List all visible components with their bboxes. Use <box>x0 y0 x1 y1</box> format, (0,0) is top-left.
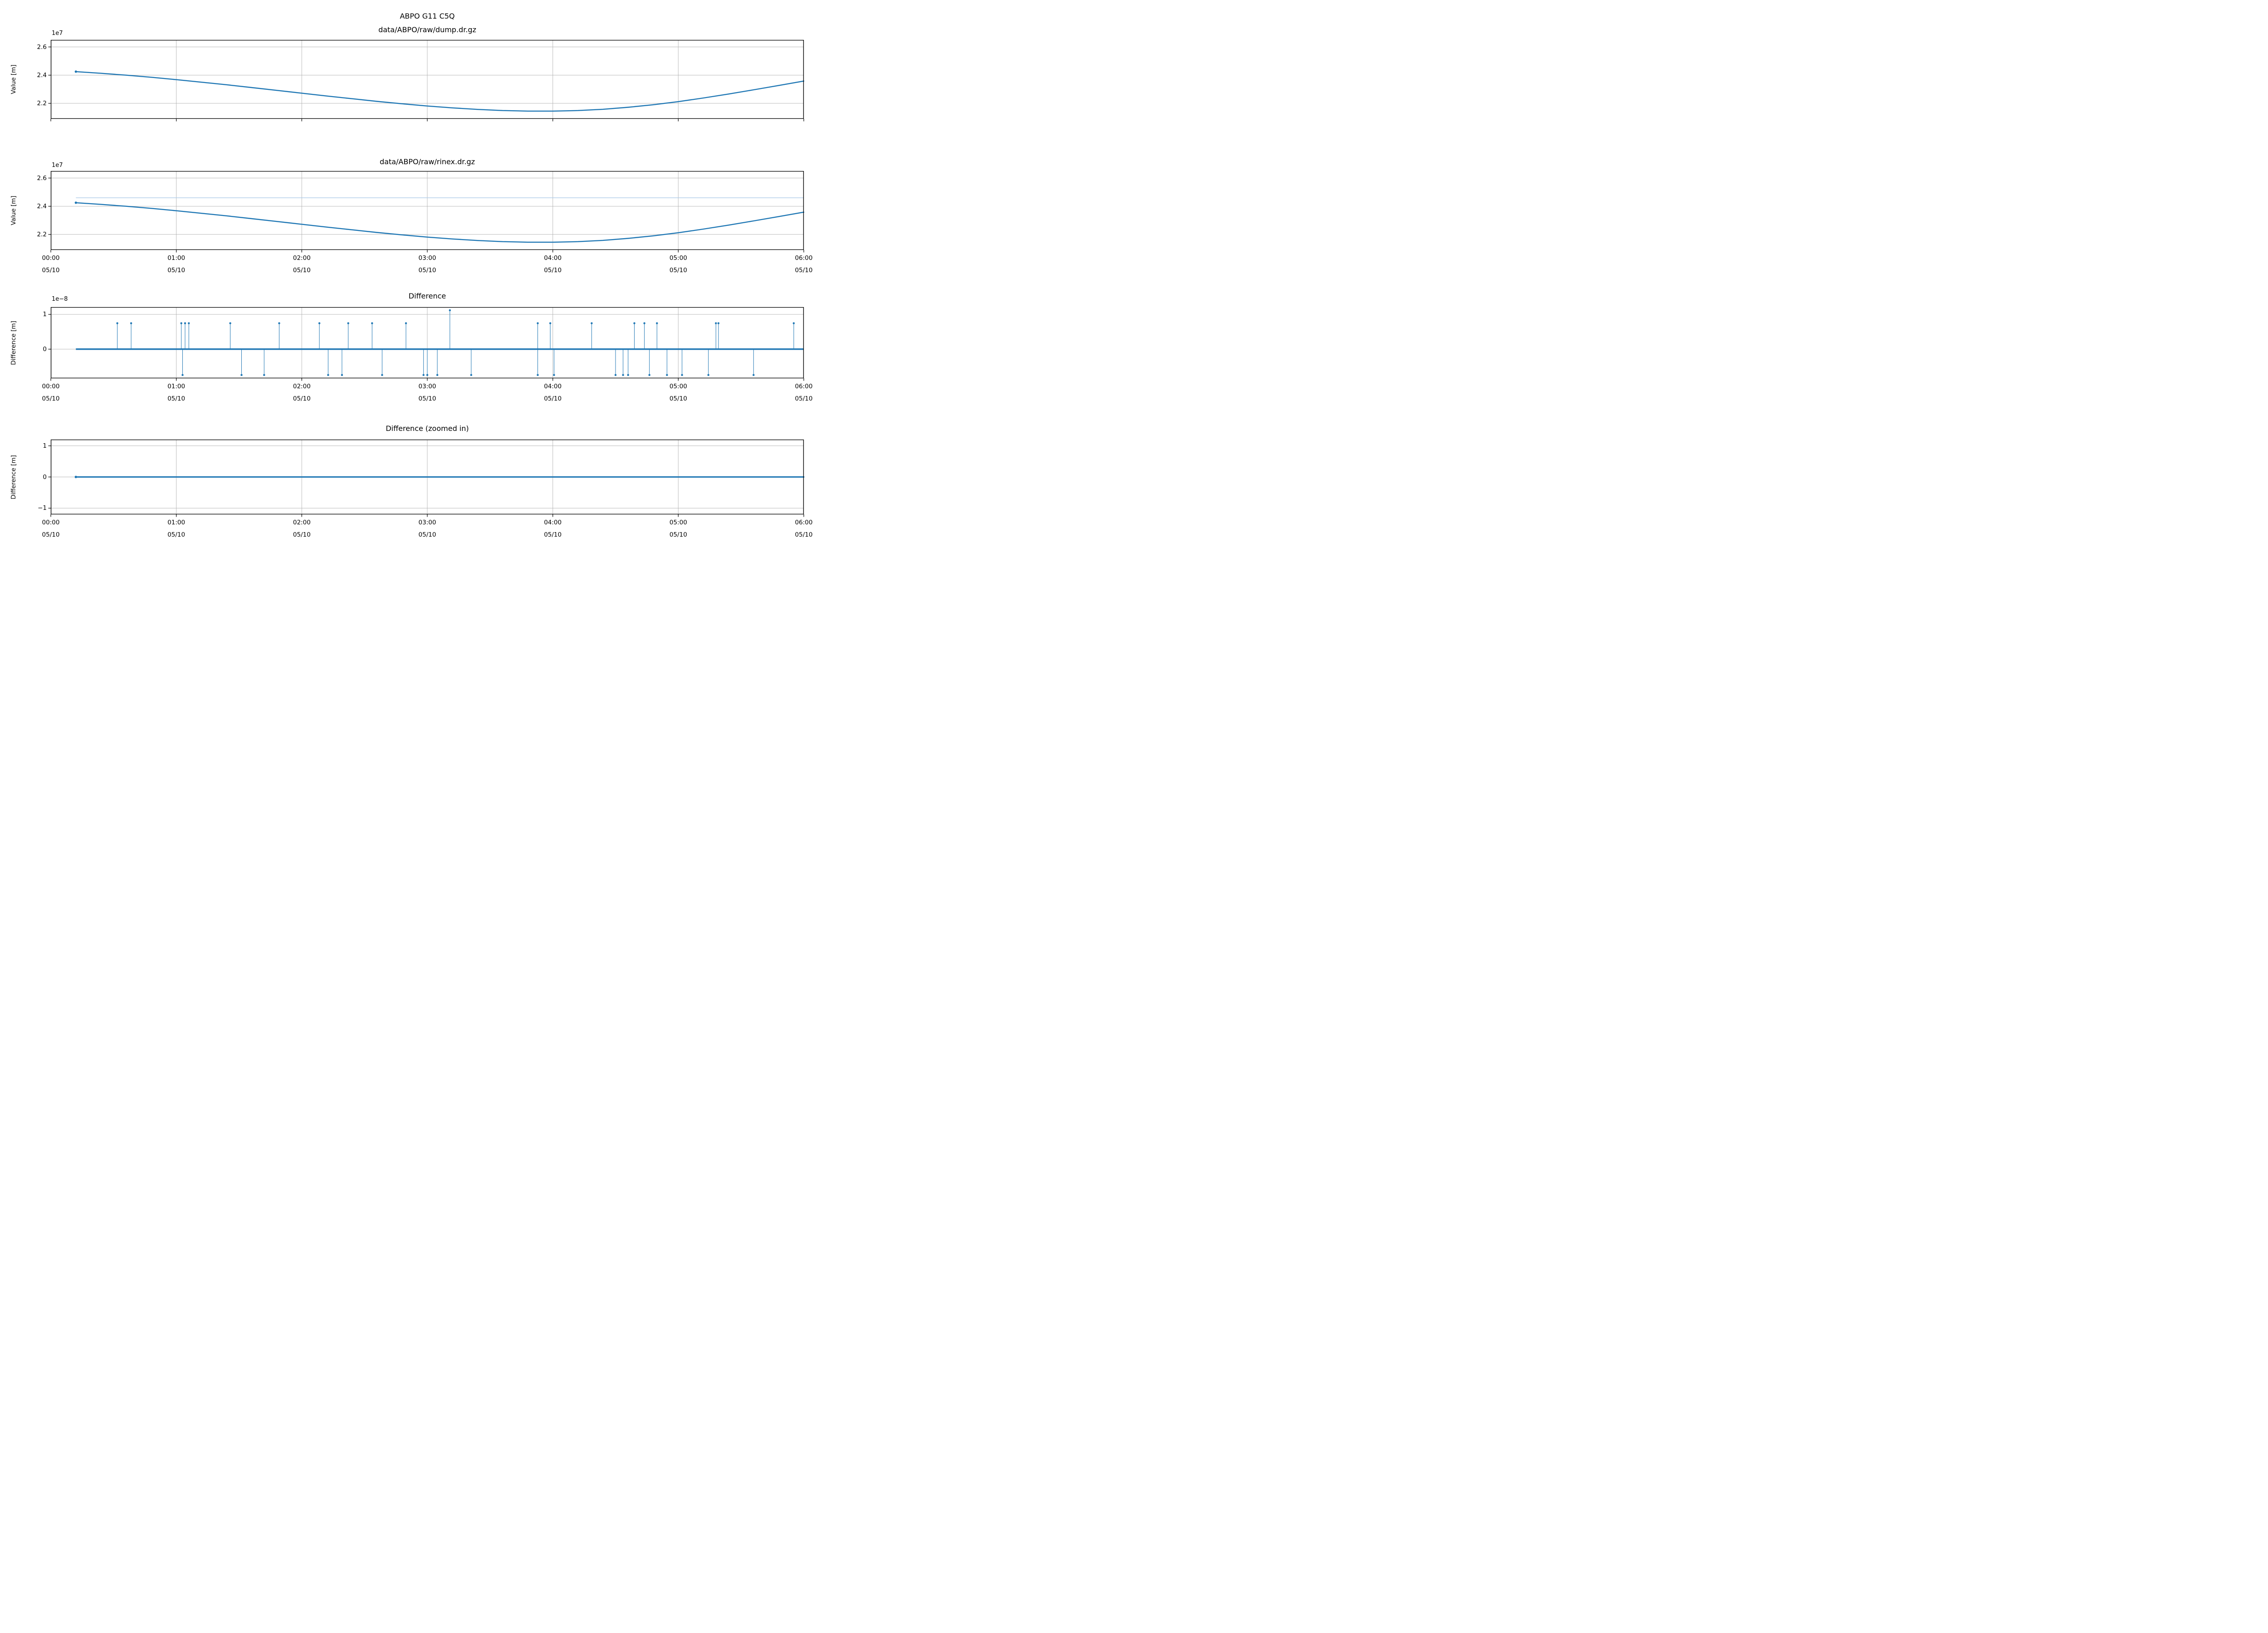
x-tick-time: 05:00 <box>669 383 687 390</box>
x-tick-date: 05/10 <box>293 267 311 274</box>
x-tick-time: 04:00 <box>544 519 562 526</box>
x-tick-label: 03:00 05/10 <box>407 517 448 541</box>
chart-title-rinex: data/ABPO/raw/rinex.dr.gz <box>379 157 475 166</box>
x-tick-label: 05:00 05/10 <box>658 517 699 541</box>
x-tick-label: 04:00 05/10 <box>533 381 573 405</box>
y-tick-label: 2.6 <box>37 43 47 51</box>
x-tick-label: 04:00 05/10 <box>533 517 573 541</box>
chart-canvas <box>48 39 805 122</box>
x-tick-label: 06:00 05/10 <box>783 517 824 541</box>
y-tick-label: 0 <box>43 473 47 481</box>
chart-canvas <box>48 307 804 381</box>
x-tick-date: 05/10 <box>669 531 687 538</box>
plot-area-dump <box>48 39 805 122</box>
y-tick-label: 1 <box>43 311 47 318</box>
y-tick-label: 2.6 <box>37 174 47 182</box>
x-tick-label: 02:00 05/10 <box>281 517 322 541</box>
y-axis-offset-label: 1e−8 <box>52 296 68 303</box>
x-tick-time: 03:00 <box>418 383 436 390</box>
x-tick-time: 01:00 <box>167 519 186 526</box>
x-tick-date: 05/10 <box>795 531 813 538</box>
plot-area-rinex <box>48 171 805 253</box>
x-tick-label: 02:00 05/10 <box>281 381 322 405</box>
x-tick-label: 04:00 05/10 <box>533 252 573 277</box>
x-tick-time: 03:00 <box>418 519 436 526</box>
x-tick-time: 00:00 <box>42 383 60 390</box>
x-tick-date: 05/10 <box>42 531 60 538</box>
x-tick-date: 05/10 <box>167 395 186 402</box>
x-tick-label: 01:00 05/10 <box>156 381 197 405</box>
x-tick-date: 05/10 <box>418 395 436 402</box>
subplot-difference-zoomed: Difference (zoomed in) Difference [m] −1… <box>0 0 816 544</box>
x-tick-label: 00:00 05/10 <box>30 517 71 541</box>
subplot-difference: Difference 1e−8 Difference [m] 0 1 00:00 05… <box>0 0 816 544</box>
x-tick-date: 05/10 <box>418 531 436 538</box>
x-tick-date: 05/10 <box>795 267 813 274</box>
x-tick-time: 06:00 <box>795 254 813 262</box>
y-tick-label: 2.4 <box>37 71 47 79</box>
plot-area-difference-zoomed <box>48 439 805 517</box>
chart-canvas <box>48 171 805 253</box>
chart-canvas <box>48 439 805 517</box>
x-tick-time: 01:00 <box>167 254 186 262</box>
figure: ABPO G11 C5Q data/ABPO/raw/dump.dr.gz 1e… <box>0 0 816 544</box>
y-tick-label: 2.2 <box>37 99 47 107</box>
x-tick-label: 00:00 05/10 <box>30 252 71 277</box>
x-tick-date: 05/10 <box>544 531 562 538</box>
x-tick-label: 06:00 05/10 <box>783 381 824 405</box>
figure-suptitle: ABPO G11 C5Q <box>400 12 455 20</box>
x-tick-date: 05/10 <box>544 267 562 274</box>
x-tick-label: 05:00 05/10 <box>658 381 699 405</box>
y-tick-label: 1 <box>43 442 47 450</box>
x-tick-label: 00:00 05/10 <box>30 381 71 405</box>
x-tick-label: 02:00 05/10 <box>281 252 322 277</box>
x-tick-date: 05/10 <box>42 395 60 402</box>
x-tick-date: 05/10 <box>293 531 311 538</box>
x-tick-time: 00:00 <box>42 254 60 262</box>
x-tick-time: 04:00 <box>544 254 562 262</box>
x-tick-date: 05/10 <box>669 395 687 402</box>
x-tick-time: 00:00 <box>42 519 60 526</box>
y-tick-label: 2.4 <box>37 202 47 210</box>
x-tick-label: 03:00 05/10 <box>407 381 448 405</box>
chart-title-dump: data/ABPO/raw/dump.dr.gz <box>378 25 476 34</box>
x-tick-time: 03:00 <box>418 254 436 262</box>
x-tick-date: 05/10 <box>167 531 186 538</box>
chart-title-difference: Difference <box>408 292 446 300</box>
x-tick-time: 05:00 <box>669 254 687 262</box>
subplot-dump: ABPO G11 C5Q data/ABPO/raw/dump.dr.gz 1e… <box>0 0 816 544</box>
x-tick-date: 05/10 <box>795 395 813 402</box>
y-axis-offset-label: 1e7 <box>52 162 63 169</box>
subplot-rinex: data/ABPO/raw/rinex.dr.gz 1e7 Value [m] … <box>0 0 816 544</box>
x-tick-date: 05/10 <box>167 267 186 274</box>
chart-title-difference-zoomed: Difference (zoomed in) <box>386 424 469 433</box>
x-tick-time: 02:00 <box>293 254 311 262</box>
x-tick-date: 05/10 <box>544 395 562 402</box>
x-tick-date: 05/10 <box>418 267 436 274</box>
x-tick-label: 06:00 05/10 <box>783 252 824 277</box>
x-tick-time: 06:00 <box>795 519 813 526</box>
y-tick-label: −1 <box>38 504 47 512</box>
x-tick-time: 01:00 <box>167 383 186 390</box>
x-tick-time: 02:00 <box>293 383 311 390</box>
y-tick-label: 2.2 <box>37 230 47 238</box>
x-tick-date: 05/10 <box>293 395 311 402</box>
plot-area-difference <box>48 307 804 381</box>
x-tick-label: 05:00 05/10 <box>658 252 699 277</box>
x-tick-time: 02:00 <box>293 519 311 526</box>
x-tick-date: 05/10 <box>669 267 687 274</box>
x-tick-label: 01:00 05/10 <box>156 252 197 277</box>
x-tick-label: 03:00 05/10 <box>407 252 448 277</box>
x-tick-label: 01:00 05/10 <box>156 517 197 541</box>
y-tick-label: 0 <box>43 345 47 353</box>
x-tick-time: 06:00 <box>795 383 813 390</box>
y-axis-offset-label: 1e7 <box>52 30 63 37</box>
x-tick-date: 05/10 <box>42 267 60 274</box>
x-tick-time: 04:00 <box>544 383 562 390</box>
x-tick-time: 05:00 <box>669 519 687 526</box>
